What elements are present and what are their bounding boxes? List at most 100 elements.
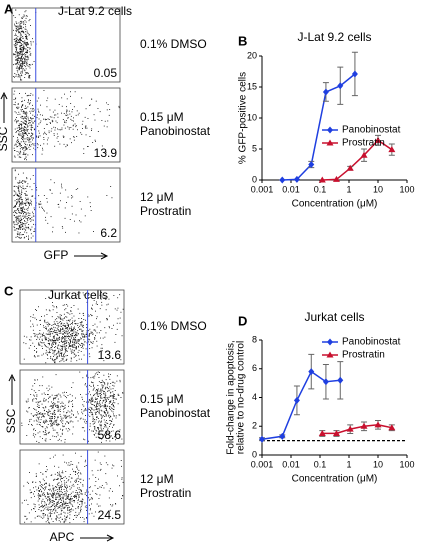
point — [360, 422, 368, 429]
event-dot — [38, 416, 40, 418]
event-dot — [24, 120, 26, 122]
event-dot — [16, 37, 18, 39]
event-dot — [100, 427, 102, 429]
event-dot — [56, 318, 58, 320]
event-dot — [21, 50, 23, 52]
event-dot — [29, 103, 30, 105]
event-dot — [15, 31, 17, 33]
event-dot — [94, 393, 96, 395]
event-dot — [27, 49, 28, 51]
event-dot — [25, 515, 27, 517]
event-dot — [106, 400, 107, 402]
event-dot — [24, 120, 26, 121]
event-dot — [107, 411, 108, 413]
event-dot — [84, 341, 86, 343]
event-dot — [34, 517, 36, 519]
event-dot — [63, 520, 65, 522]
event-dot — [34, 495, 35, 497]
event-dot — [43, 400, 45, 402]
event-dot — [106, 126, 108, 128]
event-dot — [73, 346, 75, 348]
event-dot — [96, 398, 98, 400]
event-dot — [19, 42, 21, 44]
event-dot — [23, 122, 25, 124]
event-dot — [88, 341, 90, 343]
event-dot — [110, 395, 112, 396]
event-dot — [66, 477, 68, 479]
event-dot — [113, 295, 115, 296]
event-dot — [19, 185, 21, 187]
event-dot — [19, 46, 21, 48]
event-dot — [25, 141, 27, 143]
event-dot — [117, 394, 119, 396]
event-dot — [20, 128, 22, 130]
event-dot — [79, 325, 81, 327]
event-dot — [19, 38, 21, 39]
event-dot — [59, 318, 61, 320]
event-dot — [44, 514, 46, 516]
event-dot — [106, 422, 108, 424]
event-dot — [50, 216, 52, 218]
event-dot — [19, 237, 20, 239]
event-dot — [81, 318, 82, 319]
event-dot — [36, 187, 37, 188]
event-dot — [56, 321, 58, 323]
event-dot — [54, 332, 56, 333]
event-dot — [63, 411, 65, 413]
event-dot — [75, 297, 76, 299]
event-dot — [33, 503, 35, 505]
event-dot — [33, 61, 35, 62]
event-dot — [94, 139, 96, 141]
event-dot — [47, 499, 49, 500]
event-dot — [48, 414, 50, 416]
event-dot — [18, 52, 19, 53]
event-dot — [92, 382, 94, 384]
event-dot — [62, 402, 64, 404]
event-dot — [63, 414, 65, 416]
event-dot — [92, 423, 94, 425]
event-dot — [48, 499, 50, 501]
event-dot — [19, 202, 21, 204]
event-dot — [53, 402, 55, 404]
event-dot — [43, 509, 44, 511]
point — [293, 175, 300, 183]
event-dot — [16, 67, 18, 69]
event-dot — [39, 407, 40, 408]
event-dot — [24, 113, 26, 114]
event-dot — [18, 221, 20, 223]
event-dot — [43, 143, 45, 145]
event-dot — [88, 440, 89, 442]
event-dot — [72, 341, 73, 343]
event-dot — [21, 237, 22, 239]
event-dot — [61, 329, 63, 331]
event-dot — [55, 489, 57, 491]
event-dot — [17, 187, 19, 189]
event-dot — [38, 504, 40, 506]
event-dot — [25, 211, 27, 213]
event-dot — [18, 126, 20, 128]
event-dot — [42, 513, 44, 514]
event-dot — [25, 116, 27, 118]
event-dot — [84, 493, 86, 495]
event-dot — [52, 418, 53, 419]
event-dot — [56, 346, 58, 348]
event-dot — [34, 355, 35, 357]
event-dot — [75, 471, 77, 472]
event-dot — [71, 395, 73, 397]
event-dot — [79, 491, 80, 493]
event-dot — [51, 339, 53, 340]
event-dot — [13, 211, 15, 213]
event-dot — [13, 64, 14, 66]
event-dot — [21, 210, 23, 212]
condition-label: Prostratin — [140, 486, 191, 500]
event-dot — [18, 208, 20, 210]
event-dot — [19, 21, 21, 23]
event-dot — [17, 234, 19, 235]
event-dot — [36, 348, 37, 349]
event-dot — [100, 330, 102, 331]
event-dot — [108, 432, 110, 434]
event-dot — [59, 494, 61, 496]
event-dot — [15, 34, 17, 36]
event-dot — [115, 417, 117, 419]
event-dot — [54, 341, 56, 343]
